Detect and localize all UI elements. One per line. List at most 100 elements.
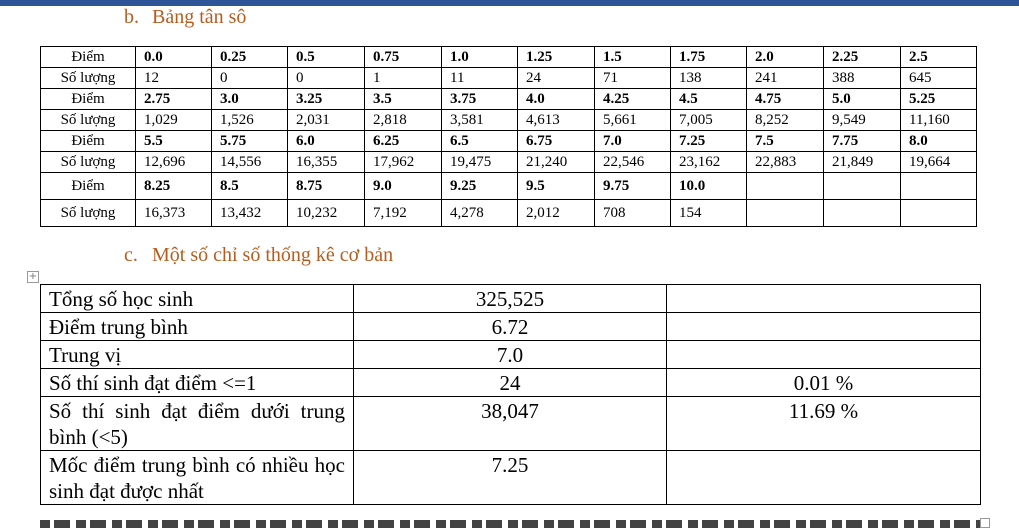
stats-value-cell: 38,047 xyxy=(353,396,667,451)
section-b-title: Bảng tân sô xyxy=(152,6,247,28)
score-cell: 10.0 xyxy=(670,172,747,200)
table-move-handle[interactable]: + xyxy=(27,271,39,283)
section-c-number: c. xyxy=(124,244,138,266)
count-cell: 21,849 xyxy=(823,151,901,173)
count-cell: 138 xyxy=(670,67,747,89)
score-row: Điểm 2.75 3.0 3.25 3.5 3.75 4.0 4.25 4.5 4.75 5.0 5… xyxy=(40,88,977,110)
score-label-cell: Điểm xyxy=(40,46,136,68)
section-c-title: Một số chỉ số thống kê cơ bản xyxy=(152,244,394,266)
count-cell: 8,252 xyxy=(746,109,824,131)
count-cell: 4,613 xyxy=(517,109,595,131)
count-cell: 12,696 xyxy=(135,151,212,173)
score-cell: 2.75 xyxy=(135,88,212,110)
stats-row: Số thí sinh đạt điểm <=1 24 0.01 % xyxy=(40,368,981,397)
score-cell: 0.0 xyxy=(135,46,212,68)
count-cell: 19,475 xyxy=(441,151,518,173)
stats-label-cell: Số thí sinh đạt điểm <=1 xyxy=(40,368,354,397)
score-cell: 5.75 xyxy=(211,130,288,152)
count-cell: 22,546 xyxy=(594,151,671,173)
count-cell: 9,549 xyxy=(823,109,901,131)
count-cell: 17,962 xyxy=(364,151,442,173)
count-cell xyxy=(823,199,901,227)
count-cell: 1,029 xyxy=(135,109,212,131)
score-cell: 5.0 xyxy=(823,88,901,110)
stats-label-cell: Tổng số học sinh xyxy=(40,284,354,313)
count-row: Số lượng 1,029 1,526 2,031 2,818 3,581 4,613 5,… xyxy=(40,109,977,131)
score-cell: 4.0 xyxy=(517,88,595,110)
count-cell: 2,031 xyxy=(287,109,365,131)
count-cell: 2,012 xyxy=(517,199,595,227)
score-cell: 2.0 xyxy=(746,46,824,68)
stats-label-cell: Trung vị xyxy=(40,340,354,369)
stats-label-cell: Điểm trung bình xyxy=(40,312,354,341)
stats-row: Tổng số học sinh 325,525 xyxy=(40,284,981,313)
count-cell: 7,192 xyxy=(364,199,442,227)
count-label-cell: Số lượng xyxy=(40,109,136,131)
score-cell: 2.5 xyxy=(900,46,977,68)
count-cell: 10,232 xyxy=(287,199,365,227)
score-cell: 1.75 xyxy=(670,46,747,68)
count-cell: 12 xyxy=(135,67,212,89)
score-cell: 3.25 xyxy=(287,88,365,110)
window-top-bar xyxy=(0,0,1019,6)
score-label-cell: Điểm xyxy=(40,172,136,200)
stats-row: Điểm trung bình 6.72 xyxy=(40,312,981,341)
count-cell xyxy=(746,199,824,227)
cut-off-text-line xyxy=(40,520,980,528)
score-cell: 7.5 xyxy=(746,130,824,152)
score-cell: 9.25 xyxy=(441,172,518,200)
count-cell: 16,373 xyxy=(135,199,212,227)
score-cell: 0.75 xyxy=(364,46,442,68)
section-b-number: b. xyxy=(124,6,139,28)
count-row: Số lượng 12,696 14,556 16,355 17,962 19,475 21… xyxy=(40,151,977,173)
score-cell: 8.75 xyxy=(287,172,365,200)
count-cell: 388 xyxy=(823,67,901,89)
score-cell: 9.5 xyxy=(517,172,595,200)
count-cell: 1,526 xyxy=(211,109,288,131)
score-cell: 6.0 xyxy=(287,130,365,152)
score-label-cell: Điểm xyxy=(40,88,136,110)
count-cell: 71 xyxy=(594,67,671,89)
score-cell: 7.0 xyxy=(594,130,671,152)
table-resize-handle[interactable] xyxy=(980,518,990,528)
score-cell: 0.25 xyxy=(211,46,288,68)
count-cell: 1 xyxy=(364,67,442,89)
score-cell: 1.25 xyxy=(517,46,595,68)
count-cell: 7,005 xyxy=(670,109,747,131)
count-label-cell: Số lượng xyxy=(40,151,136,173)
stats-label-cell: Mốc điểm trung bình có nhiều học sinh đạ… xyxy=(40,450,354,505)
score-cell: 6.25 xyxy=(364,130,442,152)
count-cell: 22,883 xyxy=(746,151,824,173)
count-cell: 0 xyxy=(287,67,365,89)
stats-value-cell: 24 xyxy=(353,368,667,397)
count-row: Số lượng 16,373 13,432 10,232 7,192 4,278 2,01… xyxy=(40,199,977,227)
stats-percent-cell: 0.01 % xyxy=(666,368,981,397)
score-cell: 8.25 xyxy=(135,172,212,200)
stats-value-cell: 7.0 xyxy=(353,340,667,369)
score-cell: 6.75 xyxy=(517,130,595,152)
stats-label-cell: Số thí sinh đạt điểm dưới trung bình (<5… xyxy=(40,396,354,451)
stats-percent-cell xyxy=(666,450,981,505)
count-row: Số lượng 12 0 0 1 11 24 71 138 241 388 645 xyxy=(40,67,977,89)
stats-percent-cell xyxy=(666,312,981,341)
count-label-cell: Số lượng xyxy=(40,67,136,89)
score-cell: 7.25 xyxy=(670,130,747,152)
score-cell xyxy=(823,172,901,200)
score-row: Điểm 5.5 5.75 6.0 6.25 6.5 6.75 7.0 7.25 7.5 7.75 8… xyxy=(40,130,977,152)
stats-value-cell: 6.72 xyxy=(353,312,667,341)
count-cell: 19,664 xyxy=(900,151,977,173)
count-cell: 2,818 xyxy=(364,109,442,131)
score-cell: 3.75 xyxy=(441,88,518,110)
score-cell: 5.25 xyxy=(900,88,977,110)
section-c-heading: c. Một số chỉ số thống kê cơ bản xyxy=(124,244,393,267)
frequency-table: Điểm 0.0 0.25 0.5 0.75 1.0 1.25 1.5 1.75 2.0 2.25 2… xyxy=(40,46,977,227)
score-cell: 2.25 xyxy=(823,46,901,68)
section-b-heading: b. Bảng tân sô xyxy=(124,6,246,29)
statistics-table: Tổng số học sinh 325,525 Điểm trung bình 6.… xyxy=(40,284,981,505)
stats-row: Số thí sinh đạt điểm dưới trung bình (<5… xyxy=(40,396,981,451)
score-cell: 0.5 xyxy=(287,46,365,68)
count-cell: 23,162 xyxy=(670,151,747,173)
count-cell: 11 xyxy=(441,67,518,89)
stats-value-cell: 325,525 xyxy=(353,284,667,313)
score-cell: 1.0 xyxy=(441,46,518,68)
